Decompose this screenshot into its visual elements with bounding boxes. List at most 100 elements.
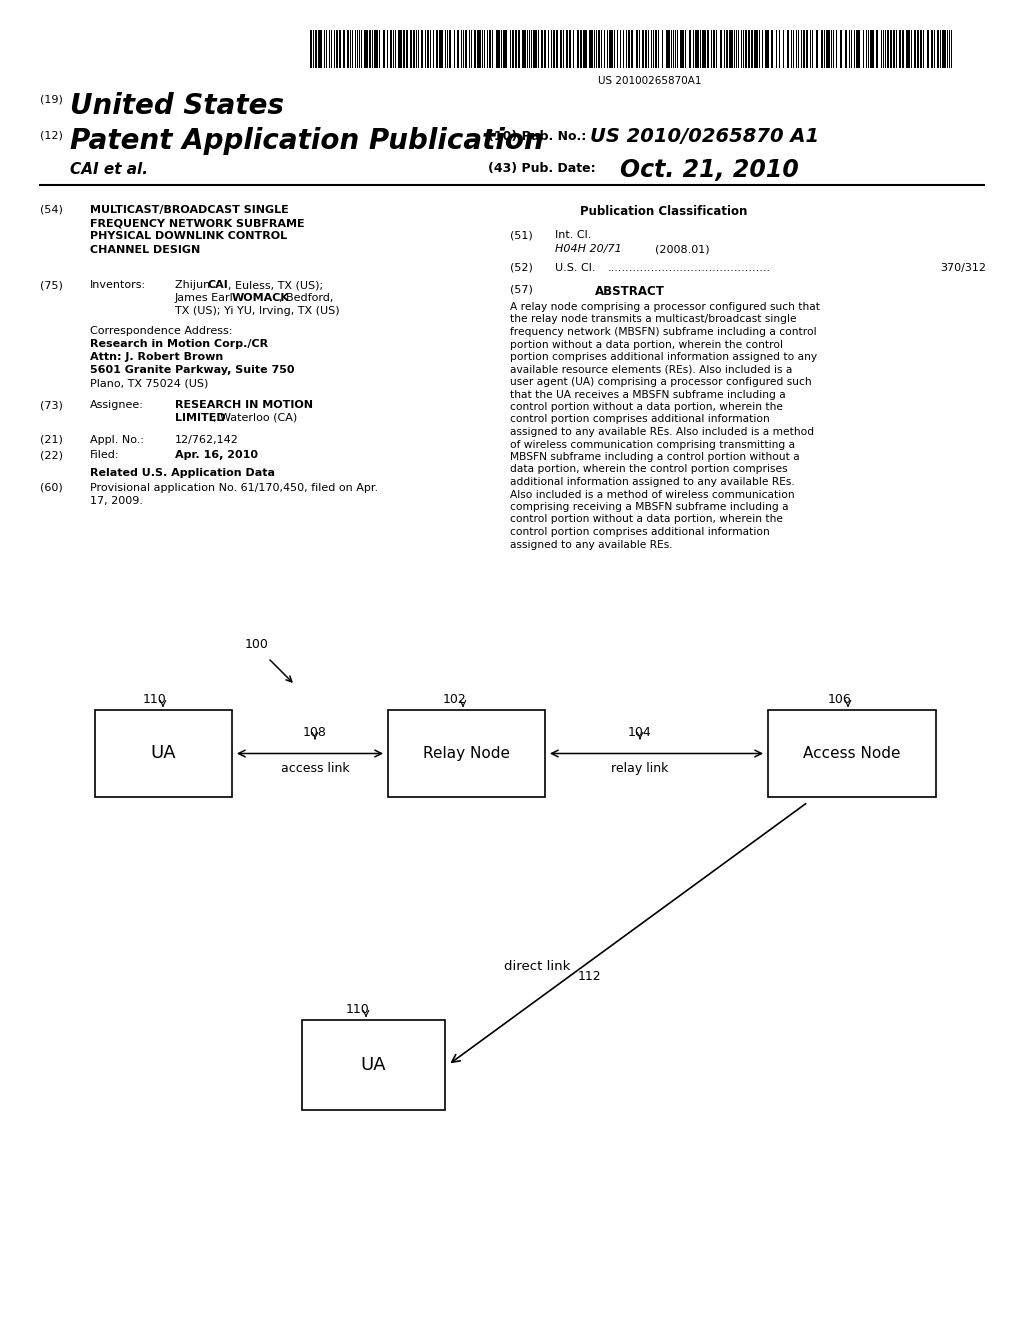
Text: 102: 102 <box>443 693 467 706</box>
Bar <box>336 30 338 69</box>
Bar <box>315 30 317 69</box>
Bar <box>787 30 790 69</box>
Text: data portion, wherein the control portion comprises: data portion, wherein the control portio… <box>510 465 787 474</box>
Bar <box>318 30 322 69</box>
Bar <box>821 30 823 69</box>
Text: relay link: relay link <box>611 762 669 775</box>
Bar <box>364 30 368 69</box>
Text: (51): (51) <box>510 230 532 240</box>
Bar <box>720 30 722 69</box>
Bar <box>902 30 904 69</box>
Text: UA: UA <box>360 1056 386 1074</box>
Bar <box>887 30 889 69</box>
Text: Related U.S. Application Data: Related U.S. Application Data <box>90 469 275 478</box>
Text: 108: 108 <box>303 726 327 739</box>
Bar <box>931 30 933 69</box>
Text: UA: UA <box>151 744 176 763</box>
Bar <box>914 30 916 69</box>
Text: (54): (54) <box>40 205 62 215</box>
Bar <box>398 30 402 69</box>
Bar <box>569 30 571 69</box>
Bar <box>918 30 919 69</box>
Text: , Waterloo (CA): , Waterloo (CA) <box>213 413 297 422</box>
Text: Publication Classification: Publication Classification <box>580 205 748 218</box>
Bar <box>826 30 830 69</box>
Text: (52): (52) <box>510 263 532 273</box>
Bar <box>413 30 415 69</box>
Text: MULTICAST/BROADCAST SINGLE
FREQUENCY NETWORK SUBFRAME
PHYSICAL DOWNLINK CONTROL
: MULTICAST/BROADCAST SINGLE FREQUENCY NET… <box>90 205 304 255</box>
Text: CAI et al.: CAI et al. <box>70 162 148 177</box>
Bar <box>577 30 579 69</box>
Bar <box>95 710 232 797</box>
Bar <box>439 30 443 69</box>
Text: (60): (60) <box>40 483 62 492</box>
Text: Zhijun: Zhijun <box>175 280 214 290</box>
Bar <box>544 30 546 69</box>
Bar <box>765 30 769 69</box>
Bar <box>518 30 520 69</box>
Text: , Euless, TX (US);: , Euless, TX (US); <box>228 280 324 290</box>
Text: 110: 110 <box>346 1003 370 1016</box>
Bar <box>942 30 946 69</box>
Text: 106: 106 <box>828 693 852 706</box>
Bar <box>754 30 758 69</box>
Text: Patent Application Publication: Patent Application Publication <box>70 127 544 154</box>
Text: additional information assigned to any available REs.: additional information assigned to any a… <box>510 477 795 487</box>
Bar <box>695 30 699 69</box>
Bar <box>748 30 750 69</box>
Bar <box>655 30 657 69</box>
Bar <box>713 30 715 69</box>
Bar <box>515 30 517 69</box>
Bar <box>631 30 633 69</box>
Bar <box>845 30 847 69</box>
Text: user agent (UA) comprising a processor configured such: user agent (UA) comprising a processor c… <box>510 378 812 387</box>
Text: of wireless communication comprising transmitting a: of wireless communication comprising tra… <box>510 440 795 450</box>
Bar <box>680 30 684 69</box>
Bar <box>666 30 670 69</box>
Bar <box>477 30 481 69</box>
Text: ABSTRACT: ABSTRACT <box>595 285 665 298</box>
Bar <box>589 30 593 69</box>
Text: Access Node: Access Node <box>803 746 901 762</box>
Text: frequency network (MBSFN) subframe including a control: frequency network (MBSFN) subframe inclu… <box>510 327 816 337</box>
Text: (73): (73) <box>40 400 62 411</box>
Bar <box>449 30 451 69</box>
Text: CAI: CAI <box>207 280 227 290</box>
Bar <box>628 30 630 69</box>
Text: (75): (75) <box>40 280 62 290</box>
Text: Filed:: Filed: <box>90 450 120 459</box>
Text: Plano, TX 75024 (US): Plano, TX 75024 (US) <box>90 378 208 388</box>
Bar <box>816 30 818 69</box>
Bar <box>390 30 392 69</box>
Bar <box>553 30 555 69</box>
Bar <box>534 30 537 69</box>
Bar <box>876 30 878 69</box>
Bar <box>609 30 613 69</box>
Bar <box>803 30 805 69</box>
Bar <box>806 30 808 69</box>
Text: 5601 Granite Parkway, Suite 750: 5601 Granite Parkway, Suite 750 <box>90 366 295 375</box>
Bar <box>503 30 507 69</box>
Text: WOMACK: WOMACK <box>232 293 290 304</box>
Text: (10) Pub. No.:: (10) Pub. No.: <box>488 129 587 143</box>
Text: (22): (22) <box>40 450 63 459</box>
Text: assigned to any available REs. Also included is a method: assigned to any available REs. Also incl… <box>510 426 814 437</box>
Text: .............................................: ........................................… <box>608 263 771 273</box>
Text: US 2010/0265870 A1: US 2010/0265870 A1 <box>590 127 819 147</box>
Bar <box>406 30 408 69</box>
Text: comprising receiving a MBSFN subframe including a: comprising receiving a MBSFN subframe in… <box>510 502 788 512</box>
Text: (43) Pub. Date:: (43) Pub. Date: <box>488 162 596 176</box>
Text: 104: 104 <box>628 726 652 739</box>
Text: RESEARCH IN MOTION: RESEARCH IN MOTION <box>175 400 313 411</box>
Bar <box>383 30 385 69</box>
Text: 370/312: 370/312 <box>940 263 986 273</box>
Bar <box>560 30 562 69</box>
Text: available resource elements (REs). Also included is a: available resource elements (REs). Also … <box>510 364 793 375</box>
Text: U.S. Cl.: U.S. Cl. <box>555 263 596 273</box>
Bar <box>512 30 514 69</box>
Text: Also included is a method of wireless communication: Also included is a method of wireless co… <box>510 490 795 499</box>
Bar <box>645 30 647 69</box>
Bar <box>556 30 558 69</box>
Bar <box>893 30 895 69</box>
Text: 100: 100 <box>245 638 269 651</box>
